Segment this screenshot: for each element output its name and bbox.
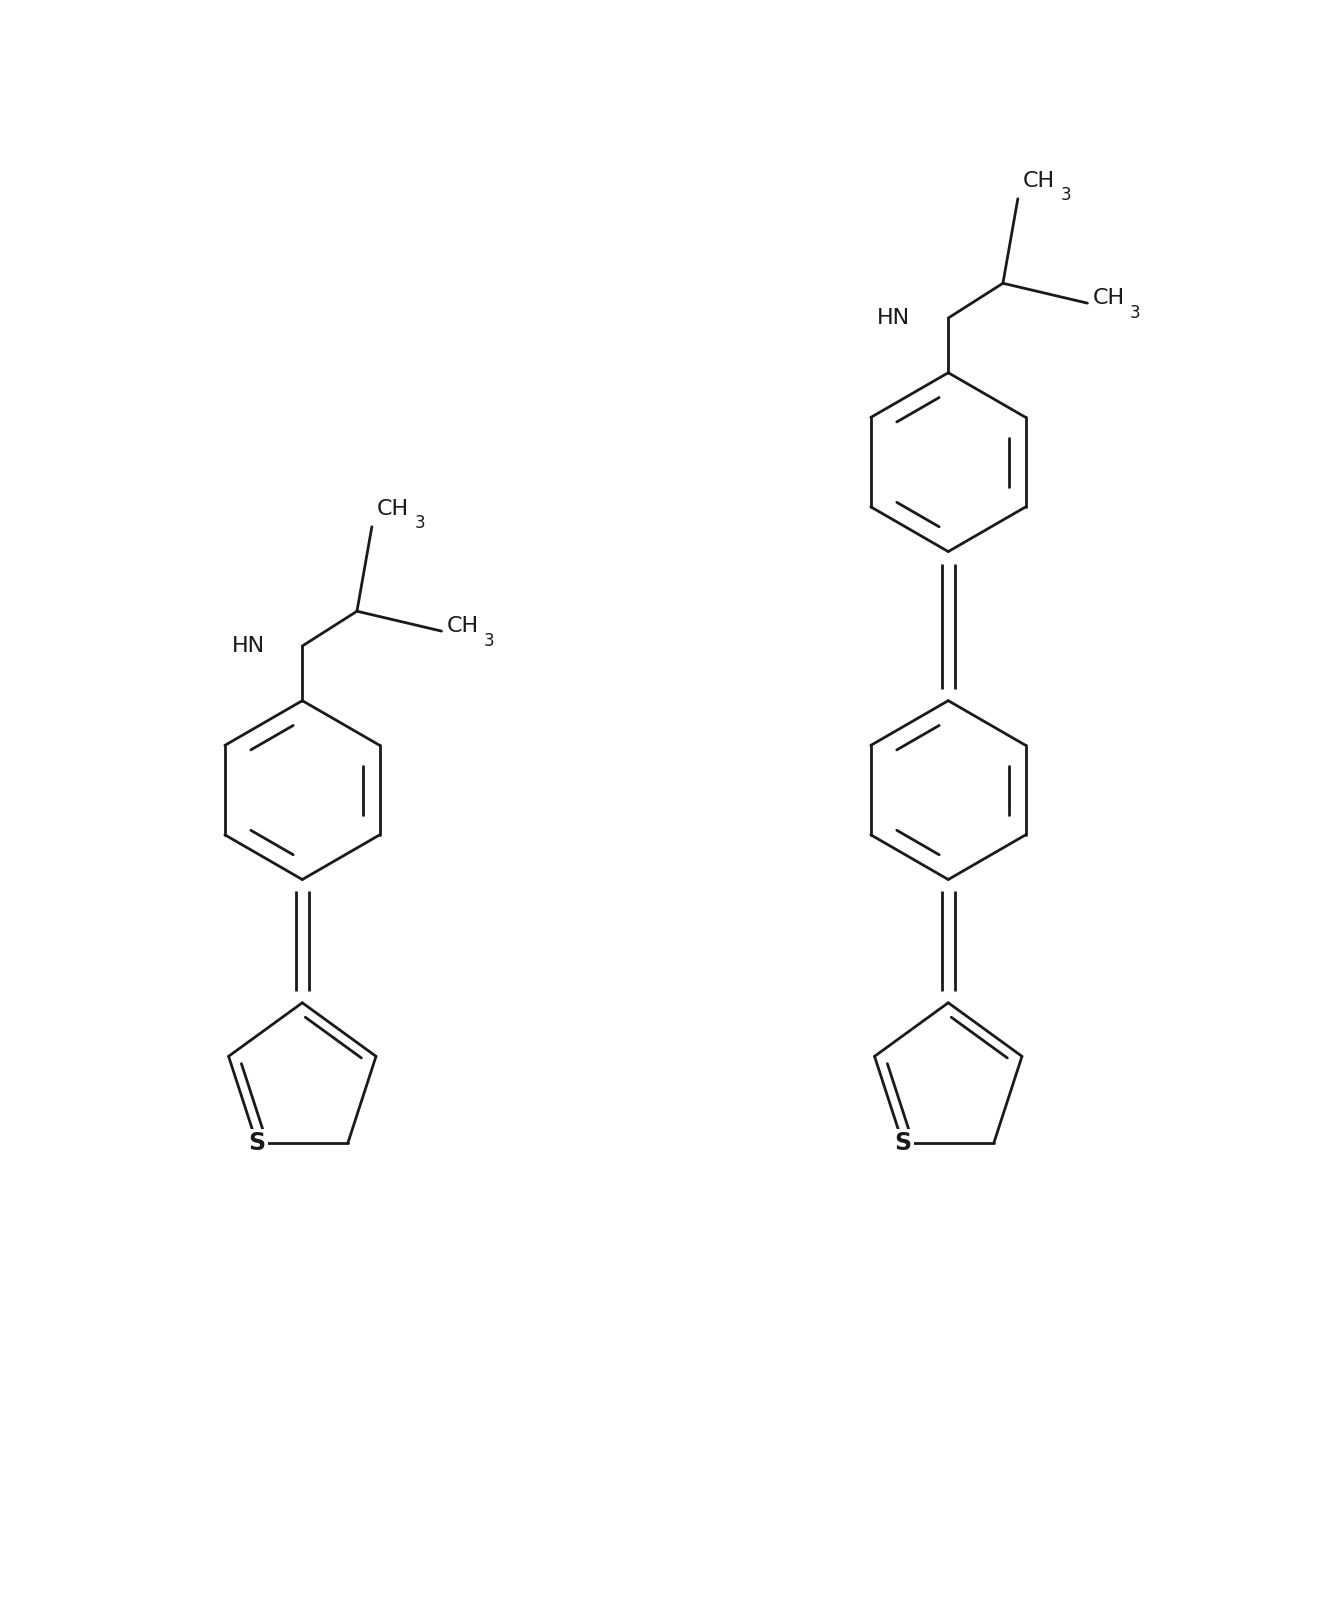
- Text: HN: HN: [877, 308, 911, 328]
- Text: CH: CH: [447, 617, 479, 636]
- Text: 3: 3: [484, 633, 495, 650]
- Text: 3: 3: [1061, 185, 1071, 204]
- Text: HN: HN: [232, 636, 264, 655]
- Text: 3: 3: [414, 514, 425, 531]
- Text: 3: 3: [1130, 304, 1141, 322]
- Text: CH: CH: [1093, 288, 1125, 308]
- Text: CH: CH: [1023, 171, 1055, 192]
- Text: S: S: [894, 1130, 912, 1154]
- Text: CH: CH: [377, 499, 409, 518]
- Text: S: S: [248, 1130, 266, 1154]
